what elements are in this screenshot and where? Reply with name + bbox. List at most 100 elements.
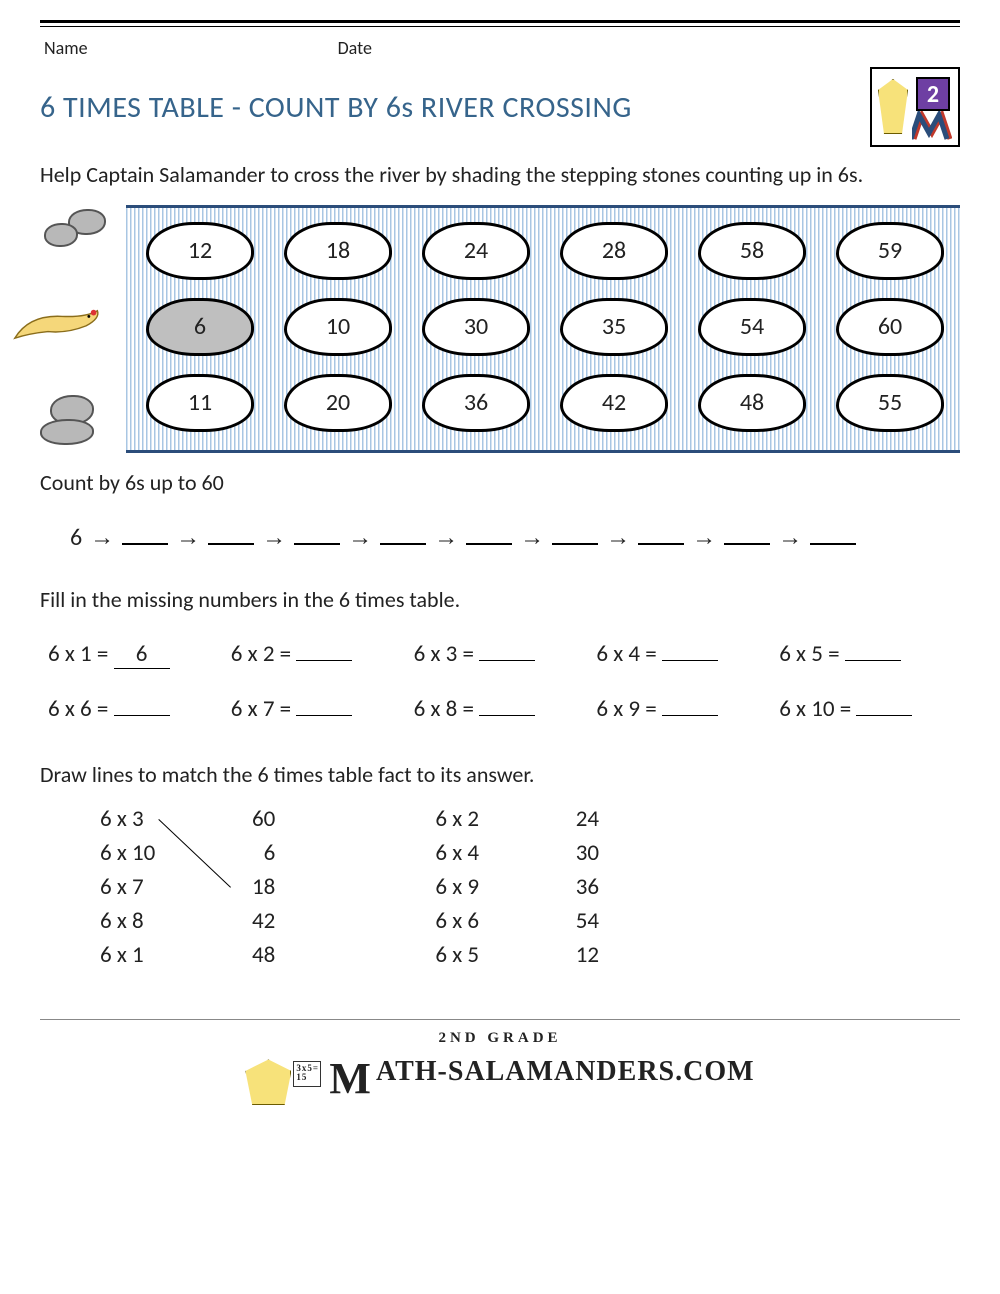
fill-question: 6 x 7 = [231, 695, 297, 723]
match-answer: 54 [559, 907, 599, 935]
sequence-blank [724, 519, 770, 545]
stone-row: 12 18 24 28 58 59 [146, 222, 944, 280]
river-crossing: 12 18 24 28 58 59 6 10 30 35 54 60 11 20 36 42 48 55 [40, 205, 960, 453]
stepping-stone[interactable]: 35 [560, 298, 668, 356]
stepping-stone[interactable]: 6 [146, 298, 254, 356]
shore-rocks [40, 209, 120, 449]
header-row: 6 TIMES TABLE - COUNT BY 6s RIVER CROSSI… [40, 67, 960, 147]
arrow-icon: → [606, 524, 630, 552]
m-icon [912, 111, 952, 141]
match-fact: 6 x 3 [100, 805, 155, 833]
arrow-icon: → [692, 524, 716, 552]
stepping-stone[interactable]: 36 [422, 374, 530, 432]
match-answers-col: 606184248 [235, 805, 275, 969]
fill-blank[interactable] [479, 715, 535, 716]
fill-item: 6 x 3 = [414, 640, 587, 669]
fill-blank[interactable] [662, 660, 718, 661]
rock-icon [44, 223, 78, 247]
fill-blank[interactable] [479, 660, 535, 661]
stepping-stone[interactable]: 10 [284, 298, 392, 356]
stepping-stone[interactable]: 28 [560, 222, 668, 280]
fill-grid: 6 x 1 = 6 6 x 2 = 6 x 3 = 6 x 4 = 6 x 5 =… [40, 630, 960, 749]
match-section: 6 x 36 x 106 x 76 x 86 x 1 606184248 6 x… [40, 805, 960, 989]
fill-blank[interactable] [662, 715, 718, 716]
match-fact: 6 x 4 [435, 839, 479, 867]
sequence-blank [810, 519, 856, 545]
arrow-icon: → [348, 524, 372, 552]
stepping-stone[interactable]: 20 [284, 374, 392, 432]
sequence-blank [122, 519, 168, 545]
sequence-blank [638, 519, 684, 545]
match-fact: 6 x 6 [435, 907, 479, 935]
match-fact: 6 x 5 [435, 941, 479, 969]
stepping-stone[interactable]: 48 [698, 374, 806, 432]
fill-question: 6 x 10 = [779, 695, 856, 723]
match-fact: 6 x 2 [435, 805, 479, 833]
match-answer: 12 [559, 941, 599, 969]
fill-item: 6 x 2 = [231, 640, 404, 669]
stepping-stone[interactable]: 11 [146, 374, 254, 432]
sequence-start: 6 [70, 523, 82, 552]
fill-heading: Fill in the missing numbers in the 6 tim… [40, 584, 960, 616]
fill-blank[interactable] [296, 715, 352, 716]
sequence-blank [380, 519, 426, 545]
fill-question: 6 x 5 = [779, 640, 845, 668]
grade-logo: 2 [870, 67, 960, 147]
fill-item: 6 x 4 = [596, 640, 769, 669]
match-facts-col: 6 x 26 x 46 x 96 x 66 x 5 [435, 805, 479, 969]
fill-item: 6 x 5 = [779, 640, 952, 669]
stepping-stone[interactable]: 60 [836, 298, 944, 356]
stepping-stone[interactable]: 30 [422, 298, 530, 356]
fill-blank[interactable]: 6 [114, 640, 170, 669]
arrow-icon: → [778, 524, 802, 552]
salamander-icon [878, 79, 908, 134]
stepping-stone[interactable]: 54 [698, 298, 806, 356]
match-answer: 60 [235, 805, 275, 833]
page-title: 6 TIMES TABLE - COUNT BY 6s RIVER CROSSI… [40, 89, 632, 126]
fill-item: 6 x 10 = [779, 695, 952, 723]
fill-question: 6 x 3 = [414, 640, 480, 668]
stepping-stone[interactable]: 12 [146, 222, 254, 280]
instructions-text: Help Captain Salamander to cross the riv… [40, 159, 960, 191]
match-heading: Draw lines to match the 6 times table fa… [40, 759, 960, 791]
match-fact: 6 x 7 [100, 873, 155, 901]
fill-blank[interactable] [296, 660, 352, 661]
fill-item: 6 x 1 = 6 [48, 640, 221, 669]
fill-blank[interactable] [856, 715, 912, 716]
fill-question: 6 x 1 = [48, 640, 114, 668]
footer-grade: 2ND GRADE [40, 1030, 960, 1047]
stone-row: 6 10 30 35 54 60 [146, 298, 944, 356]
stepping-stone[interactable]: 24 [422, 222, 530, 280]
flashcard-icon: 3x5=15 [293, 1061, 321, 1087]
sequence-blank [466, 519, 512, 545]
grade-number: 2 [916, 77, 950, 111]
fill-blank[interactable] [845, 660, 901, 661]
fill-question: 6 x 9 = [596, 695, 662, 723]
match-facts-col: 6 x 36 x 106 x 76 x 86 x 1 [100, 805, 155, 969]
salamander-icon [245, 1059, 291, 1105]
stepping-stone[interactable]: 58 [698, 222, 806, 280]
fill-blank[interactable] [114, 715, 170, 716]
arrow-icon: → [262, 524, 286, 552]
stone-row: 11 20 36 42 48 55 [146, 374, 944, 432]
salamander-icon [10, 304, 105, 344]
count-sequence: 6→→→→→→→→→ [40, 513, 960, 574]
footer-site: 3x5=15 MATH-SALAMANDERS.COM [245, 1047, 754, 1098]
sequence-blank [552, 519, 598, 545]
match-answer: 36 [559, 873, 599, 901]
stepping-stone[interactable]: 42 [560, 374, 668, 432]
sequence-blank [208, 519, 254, 545]
count-heading: Count by 6s up to 60 [40, 467, 960, 499]
match-fact: 6 x 8 [100, 907, 155, 935]
rock-icon [40, 419, 94, 445]
match-answer: 42 [235, 907, 275, 935]
arrow-icon: → [434, 524, 458, 552]
match-answer: 24 [559, 805, 599, 833]
stepping-stone[interactable]: 59 [836, 222, 944, 280]
sequence-blank [294, 519, 340, 545]
match-answers-col: 2430365412 [559, 805, 599, 969]
stepping-stone[interactable]: 18 [284, 222, 392, 280]
match-answer: 48 [235, 941, 275, 969]
stepping-stone[interactable]: 55 [836, 374, 944, 432]
m-letter: M [329, 1053, 372, 1104]
